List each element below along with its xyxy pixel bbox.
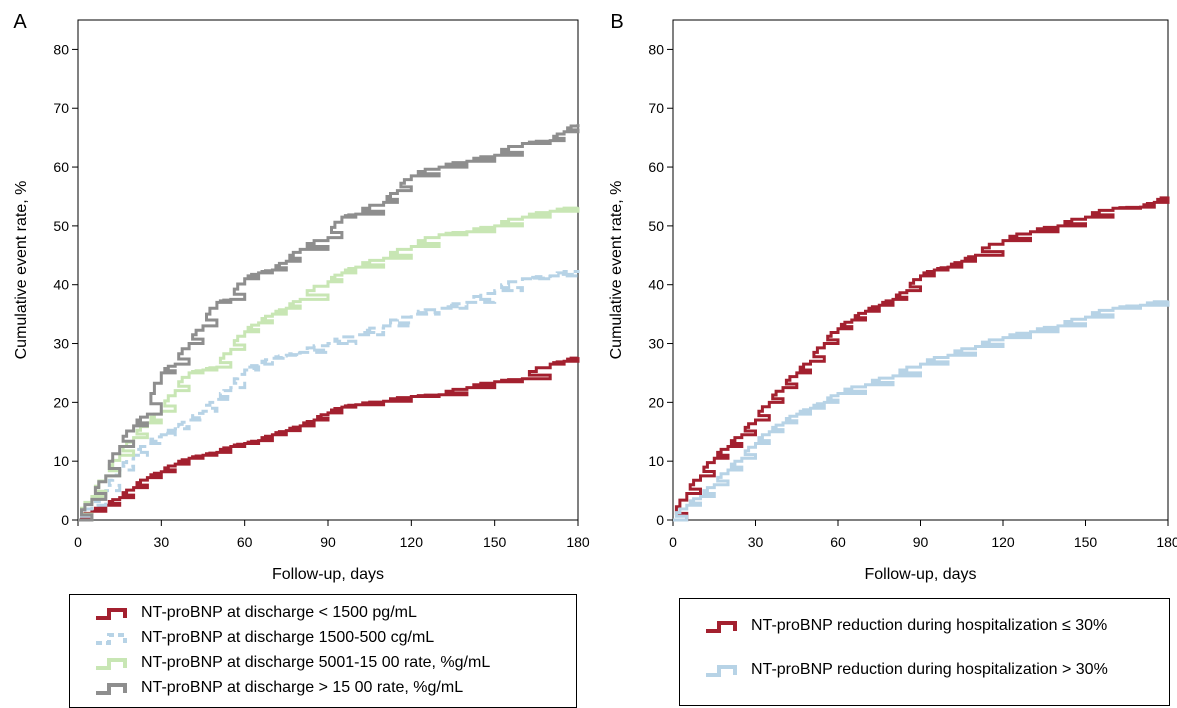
legend-label: NT-proBNP reduction during hospitalizati… — [751, 661, 1108, 678]
y-axis-label: Cumulative event rate, % — [13, 181, 30, 360]
series-line-2 — [673, 300, 1170, 522]
series-line-3 — [78, 206, 580, 522]
legend-swatch — [96, 683, 127, 695]
y-tick-label: 50 — [648, 218, 664, 234]
legend-item: NT-proBNP at discharge < 1500 pg/mL — [70, 604, 417, 622]
x-tick-label: 60 — [830, 534, 846, 550]
x-tick-label: 0 — [74, 534, 82, 550]
y-tick-label: 40 — [53, 277, 69, 293]
y-tick-label: 60 — [53, 159, 69, 175]
legend-swatch-line — [96, 633, 127, 645]
x-tick-label: 180 — [566, 534, 590, 550]
legend-swatch — [706, 621, 737, 633]
panel-b: B 0 10 20 30 40 50 60 70 80 0 30 60 90 120 150 180 Follow… — [608, 11, 1177, 583]
x-tick-label: 90 — [320, 534, 336, 550]
series-line-1 — [673, 196, 1170, 522]
y-tick-label: 20 — [53, 394, 69, 410]
legend-label: NT-proBNP at discharge > 15 00 rate, %g/… — [141, 679, 464, 696]
legend-panel-a: NT-proBNP at discharge < 1500 pg/mL NT-pr… — [69, 594, 577, 708]
y-tick-label: 40 — [648, 277, 664, 293]
series-line-2 — [78, 270, 580, 522]
legend-swatch — [96, 658, 127, 670]
x-tick-label: 30 — [748, 534, 764, 550]
legend-swatch-line — [96, 683, 127, 695]
legend-item: NT-proBNP at discharge 1500-500 cg/mL — [70, 629, 434, 647]
x-tick-label: 150 — [483, 534, 507, 550]
x-tick-label: 180 — [1156, 534, 1177, 550]
legend-panel-b: NT-proBNP reduction during hospitalizati… — [679, 598, 1170, 706]
legend-swatch-line — [706, 621, 737, 633]
x-tick-label: 60 — [237, 534, 253, 550]
y-tick-label: 0 — [656, 512, 664, 528]
x-tick-label: 30 — [154, 534, 170, 550]
panel-a: A 0 10 20 30 40 50 60 70 80 0 30 60 90 120 150 180 Follow… — [13, 11, 590, 583]
x-tick-label: 120 — [991, 534, 1015, 550]
plot-frame — [672, 19, 1169, 521]
legend-swatch-line — [96, 658, 127, 670]
x-tick-label: 0 — [669, 534, 677, 550]
legend-swatch-line — [96, 608, 127, 620]
y-tick-label: 10 — [53, 453, 69, 469]
y-tick-label: 20 — [648, 394, 664, 410]
legend-swatch-line — [706, 665, 737, 677]
x-tick-label: 120 — [400, 534, 424, 550]
legend-label: NT-proBNP at discharge 1500-500 cg/mL — [141, 629, 435, 646]
legend-swatch — [96, 633, 127, 645]
legend-item: NT-proBNP reduction during hospitalizati… — [680, 661, 1108, 679]
y-axis-label: Cumulative event rate, % — [608, 181, 625, 360]
legend-item: NT-proBNP at discharge 5001-15 00 rate, … — [70, 654, 490, 672]
y-tick-label: 30 — [53, 336, 69, 352]
y-tick-label: 80 — [648, 41, 664, 57]
y-tick-label: 70 — [648, 100, 664, 116]
legend-item: NT-proBNP at discharge > 15 00 rate, %g/… — [70, 679, 463, 697]
y-tick-label: 30 — [648, 336, 664, 352]
y-tick-label: 10 — [648, 453, 664, 469]
x-axis-label: Follow-up, days — [272, 566, 384, 583]
series-line-4 — [78, 124, 580, 522]
y-tick-label: 0 — [61, 512, 69, 528]
x-tick-label: 90 — [913, 534, 929, 550]
legend-item: NT-proBNP reduction during hospitalizati… — [680, 617, 1107, 635]
legend-label: NT-proBNP at discharge < 1500 pg/mL — [141, 604, 417, 621]
x-tick-label: 150 — [1074, 534, 1098, 550]
legend-swatch — [96, 608, 127, 620]
legend-label: NT-proBNP reduction during hospitalizati… — [751, 617, 1108, 634]
legend-label: NT-proBNP at discharge 5001-15 00 rate, … — [141, 654, 491, 671]
legend-swatch — [706, 665, 737, 677]
y-tick-label: 80 — [53, 41, 69, 57]
series-line-1 — [78, 356, 580, 522]
y-tick-label: 70 — [53, 100, 69, 116]
y-tick-label: 60 — [648, 159, 664, 175]
panel-label: A — [13, 11, 27, 33]
y-tick-label: 50 — [53, 218, 69, 234]
panel-label: B — [610, 11, 623, 33]
x-axis-label: Follow-up, days — [864, 566, 976, 583]
